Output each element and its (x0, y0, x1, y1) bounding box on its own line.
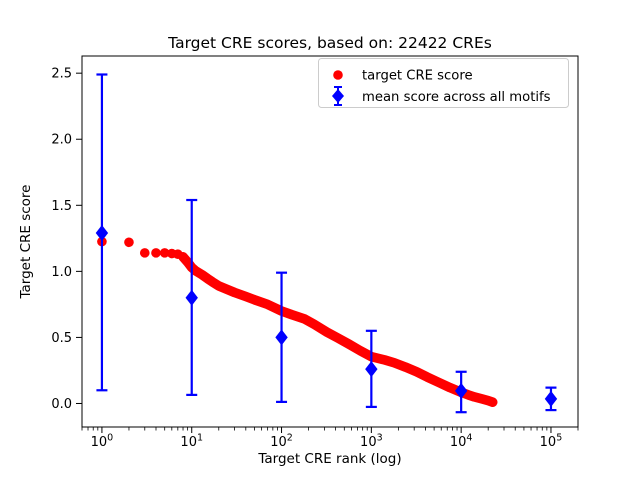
series-target-cre-score (97, 236, 498, 407)
target-score-point (124, 237, 134, 248)
x-tick-label: 105 (540, 433, 563, 451)
mean-score-diamond (95, 225, 109, 242)
mean-score-diamond (365, 361, 378, 378)
chart-title: Target CRE scores, based on: 22422 CREs (167, 34, 492, 52)
mean-score-diamond (185, 289, 198, 306)
x-tick-label: 103 (360, 433, 383, 451)
y-tick-label: 0.5 (51, 331, 72, 346)
y-tick-label: 2.0 (51, 133, 72, 148)
legend-target-marker-icon (333, 70, 343, 80)
legend-label-target: target CRE score (362, 69, 473, 84)
x-tick-label: 104 (450, 433, 473, 451)
mean-score-diamond (275, 329, 288, 346)
x-axis-label: Target CRE rank (log) (257, 451, 401, 467)
y-tick-label: 1.5 (51, 199, 72, 214)
y-tick-label: 1.0 (51, 265, 72, 280)
legend-mean-marker-icon (332, 89, 344, 103)
target-score-band (178, 252, 498, 407)
target-score-point (173, 249, 183, 259)
y-axis-label: Target CRE score (18, 185, 34, 300)
x-axis: 100 101 102 103 104 105 (81, 427, 579, 451)
mean-score-diamond (544, 390, 558, 407)
legend-label-mean: mean score across all motifs (362, 90, 551, 105)
target-score-point (139, 248, 150, 258)
x-tick-label: 102 (270, 433, 293, 451)
axes-spines (81, 55, 579, 428)
legend: target CRE score mean score across all m… (318, 58, 569, 108)
target-score-point (159, 248, 170, 258)
y-tick-label: 0.0 (51, 397, 72, 412)
legend-box (318, 58, 569, 108)
plot-area: 100 101 102 103 104 105 0.0 0.5 1.0 1.5 2.0 2.5 (51, 55, 579, 451)
y-tick-label: 2.5 (51, 67, 72, 82)
legend-markers (332, 70, 344, 106)
series-mean-score (95, 73, 558, 414)
target-score-point (151, 248, 161, 258)
x-tick-label: 100 (91, 433, 114, 451)
x-tick-label: 101 (180, 433, 203, 451)
y-axis: 0.0 0.5 1.0 1.5 2.0 2.5 (51, 67, 82, 412)
mean-score-diamond (454, 382, 468, 399)
